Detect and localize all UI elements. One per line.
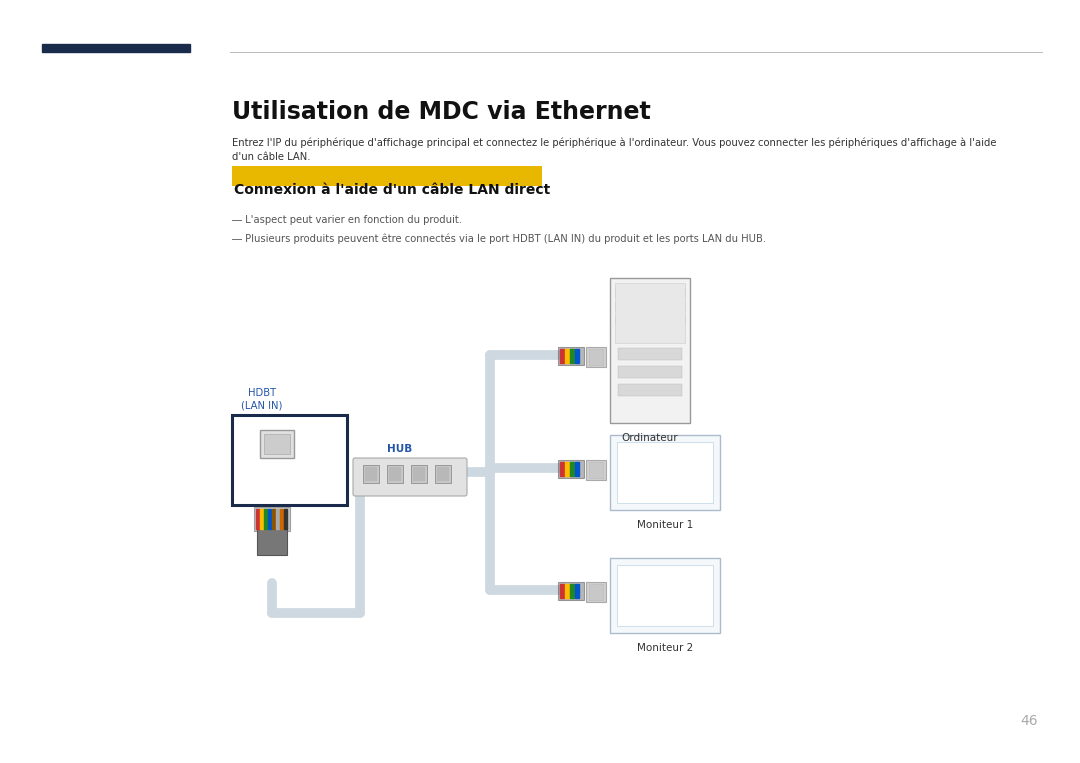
Bar [437,467,449,481]
Bar [363,465,379,483]
Bar [565,462,569,476]
Bar [260,509,264,529]
Bar [589,462,603,478]
Bar [42,44,190,52]
Text: ― L'aspect peut varier en fonction du produit.: ― L'aspect peut varier en fonction du pr… [232,215,462,225]
Bar [280,509,283,529]
Bar [618,384,681,396]
Text: HUB: HUB [388,444,413,454]
Bar [570,349,573,363]
Bar [589,584,603,600]
Bar [570,462,573,476]
FancyBboxPatch shape [353,458,467,496]
Bar [254,507,291,531]
Text: Moniteur 1: Moniteur 1 [637,520,693,530]
Bar [618,366,681,378]
Bar [435,465,451,483]
Bar [565,349,569,363]
Bar [389,467,401,481]
Text: HDBT
(LAN IN): HDBT (LAN IN) [241,388,283,410]
Text: Connexion à l'aide d'un câble LAN direct: Connexion à l'aide d'un câble LAN direct [234,183,550,197]
Text: Entrez l'IP du périphérique d'affichage principal et connectez le périphérique à: Entrez l'IP du périphérique d'affichage … [232,138,997,163]
Bar [264,509,267,529]
Bar [615,316,685,324]
Text: Utilisation de MDC via Ethernet: Utilisation de MDC via Ethernet [232,100,651,124]
Bar [558,582,584,600]
Bar [615,302,685,310]
Bar [561,462,564,476]
Bar [558,347,584,365]
Bar [570,584,573,598]
Bar [610,435,720,510]
Bar [586,347,606,367]
Bar [232,166,542,186]
Bar [618,348,681,360]
Text: 46: 46 [1021,714,1038,728]
Bar [586,460,606,480]
Bar [575,349,579,363]
Bar [610,278,690,423]
Text: ― Plusieurs produits peuvent être connectés via le port HDBT (LAN IN) du produit: ― Plusieurs produits peuvent être connec… [232,233,766,243]
Text: Ordinateur: Ordinateur [622,433,678,443]
Bar [561,584,564,598]
Bar [268,509,271,529]
Bar [284,509,287,529]
Bar [586,582,606,602]
Bar [561,349,564,363]
Bar [558,460,584,478]
Bar [264,434,291,454]
Bar [411,465,427,483]
Bar [387,465,403,483]
Bar [575,584,579,598]
Bar [617,565,713,626]
Bar [575,462,579,476]
Bar [257,527,287,555]
Text: Moniteur 2: Moniteur 2 [637,643,693,653]
Bar [615,288,685,296]
Bar [272,509,275,529]
Bar [276,509,279,529]
Bar [617,442,713,503]
Bar [615,283,685,343]
Bar [589,349,603,365]
Bar [610,558,720,633]
Bar [232,415,347,505]
Bar [260,430,294,458]
Bar [565,584,569,598]
Bar [365,467,377,481]
Bar [256,509,259,529]
Bar [413,467,426,481]
